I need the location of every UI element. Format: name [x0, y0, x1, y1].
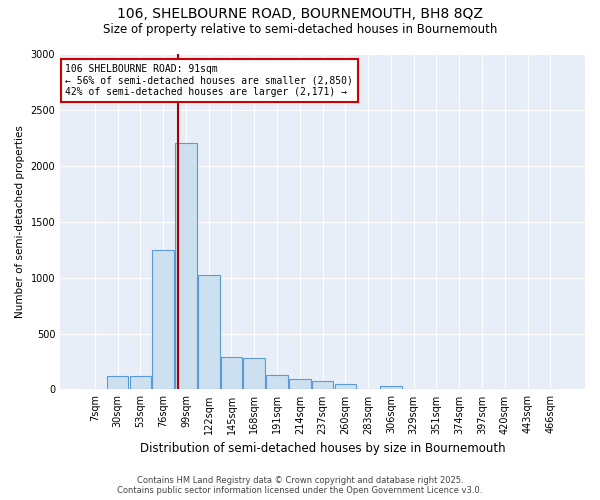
Y-axis label: Number of semi-detached properties: Number of semi-detached properties	[15, 126, 25, 318]
Text: 106 SHELBOURNE ROAD: 91sqm
← 56% of semi-detached houses are smaller (2,850)
42%: 106 SHELBOURNE ROAD: 91sqm ← 56% of semi…	[65, 64, 353, 98]
X-axis label: Distribution of semi-detached houses by size in Bournemouth: Distribution of semi-detached houses by …	[140, 442, 505, 455]
Bar	[221, 357, 242, 390]
Bar	[175, 144, 197, 390]
Bar	[539, 389, 561, 390]
Bar	[107, 376, 128, 390]
Text: Contains HM Land Registry data © Crown copyright and database right 2025.
Contai: Contains HM Land Registry data © Crown c…	[118, 476, 482, 495]
Text: 106, SHELBOURNE ROAD, BOURNEMOUTH, BH8 8QZ: 106, SHELBOURNE ROAD, BOURNEMOUTH, BH8 8…	[117, 8, 483, 22]
Bar	[266, 375, 288, 390]
Bar	[84, 389, 106, 390]
Bar	[198, 276, 220, 390]
Text: Size of property relative to semi-detached houses in Bournemouth: Size of property relative to semi-detach…	[103, 22, 497, 36]
Bar	[448, 389, 470, 390]
Bar	[425, 389, 447, 390]
Bar	[152, 250, 174, 390]
Bar	[130, 376, 151, 390]
Bar	[517, 389, 538, 390]
Bar	[380, 386, 402, 390]
Bar	[244, 358, 265, 390]
Bar	[312, 381, 334, 390]
Bar	[403, 389, 424, 390]
Bar	[335, 384, 356, 390]
Bar	[289, 380, 311, 390]
Bar	[471, 389, 493, 390]
Bar	[494, 389, 515, 390]
Bar	[358, 389, 379, 390]
